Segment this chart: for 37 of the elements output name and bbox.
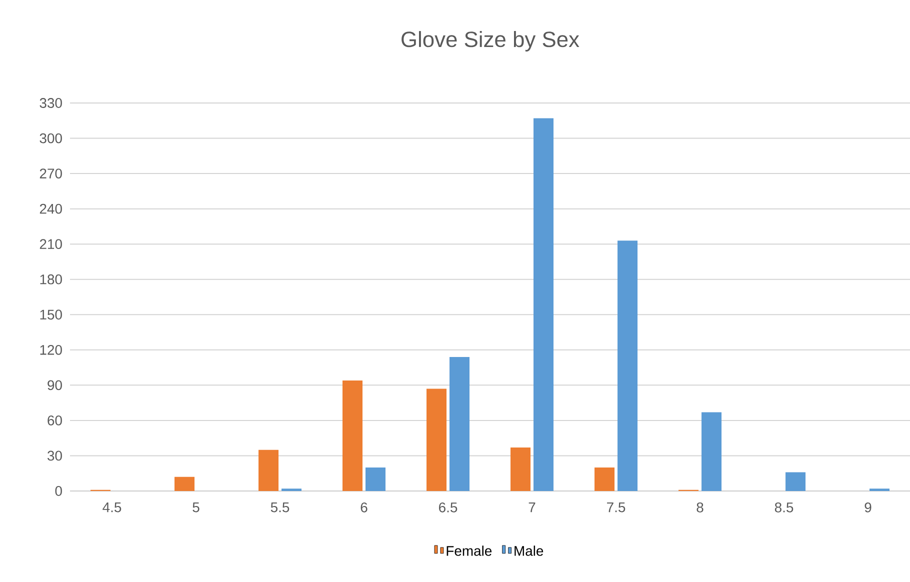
y-tick-label: 120 <box>40 344 62 355</box>
x-tick-label: 5 <box>192 502 200 512</box>
x-tick-label: 6 <box>360 502 368 512</box>
x-tick-label: 7.5 <box>607 502 626 512</box>
bar <box>342 380 363 491</box>
x-tick-label: 5.5 <box>270 502 290 512</box>
y-tick-label: 30 <box>48 450 62 461</box>
x-tick-label: 8 <box>696 502 704 512</box>
x-tick-label: 6.5 <box>439 502 458 512</box>
bar <box>450 356 470 491</box>
chart-title: Glove Size by Sex <box>402 31 580 52</box>
bar <box>510 447 531 491</box>
y-tick-label: 330 <box>40 98 62 108</box>
bar <box>534 118 554 491</box>
x-tick-label: 7 <box>528 502 536 512</box>
y-tick-label: 300 <box>40 133 62 144</box>
bar <box>258 450 279 491</box>
y-tick-label: 180 <box>40 274 62 284</box>
bar <box>786 472 806 491</box>
legend-label: Male <box>514 546 544 556</box>
legend-label: Female <box>446 546 492 556</box>
bar <box>174 476 195 491</box>
y-tick-label: 210 <box>40 239 62 250</box>
y-tick-label: 0 <box>55 486 62 496</box>
y-tick-label: 60 <box>48 416 62 426</box>
x-tick-label: 9 <box>864 502 872 512</box>
bar <box>366 467 386 491</box>
x-tick-label: 4.5 <box>102 502 122 512</box>
bar <box>594 467 615 491</box>
y-tick-label: 270 <box>40 168 62 178</box>
bar <box>618 240 638 491</box>
bar <box>426 388 447 491</box>
y-tick-label: 150 <box>40 310 62 320</box>
x-tick-label: 8.5 <box>774 502 794 512</box>
y-tick-label: 90 <box>48 380 62 390</box>
bar <box>702 412 722 491</box>
y-tick-label: 240 <box>40 204 62 214</box>
